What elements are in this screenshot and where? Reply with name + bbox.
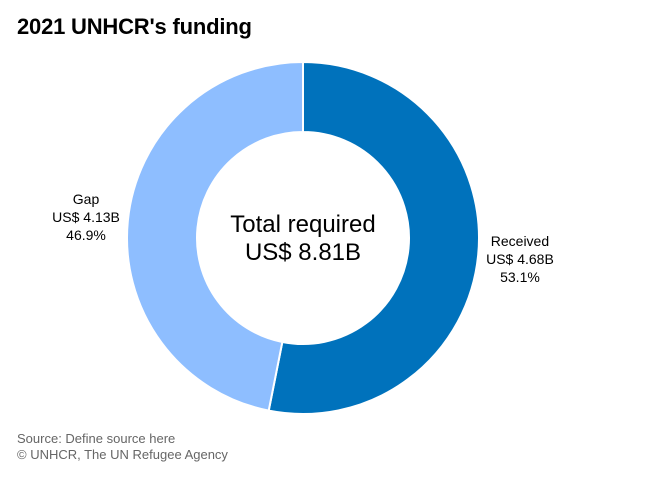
label-received-percent: 53.1% [500, 269, 540, 285]
donut-slices [126, 60, 480, 415]
copyright-note: © UNHCR, The UN Refugee Agency [17, 447, 228, 462]
slice-labels: Received US$ 4.68B 53.1% Gap US$ 4.13B 46.9% [52, 191, 554, 285]
center-label-total-required: Total required [230, 211, 375, 238]
slice-received [267, 60, 480, 415]
label-received-amount: US$ 4.68B [486, 251, 554, 267]
slice-gap [126, 60, 304, 412]
chart-title: 2021 UNHCR's funding [17, 14, 252, 39]
label-gap-amount: US$ 4.13B [52, 209, 120, 225]
center-label-total-value: US$ 8.81B [245, 239, 361, 266]
label-gap-percent: 46.9% [66, 227, 106, 243]
chart-footer: Source: Define source here © UNHCR, The … [17, 431, 228, 463]
label-gap-name: Gap [73, 191, 100, 207]
source-note: Source: Define source here [17, 431, 176, 446]
label-received-name: Received [491, 233, 549, 249]
